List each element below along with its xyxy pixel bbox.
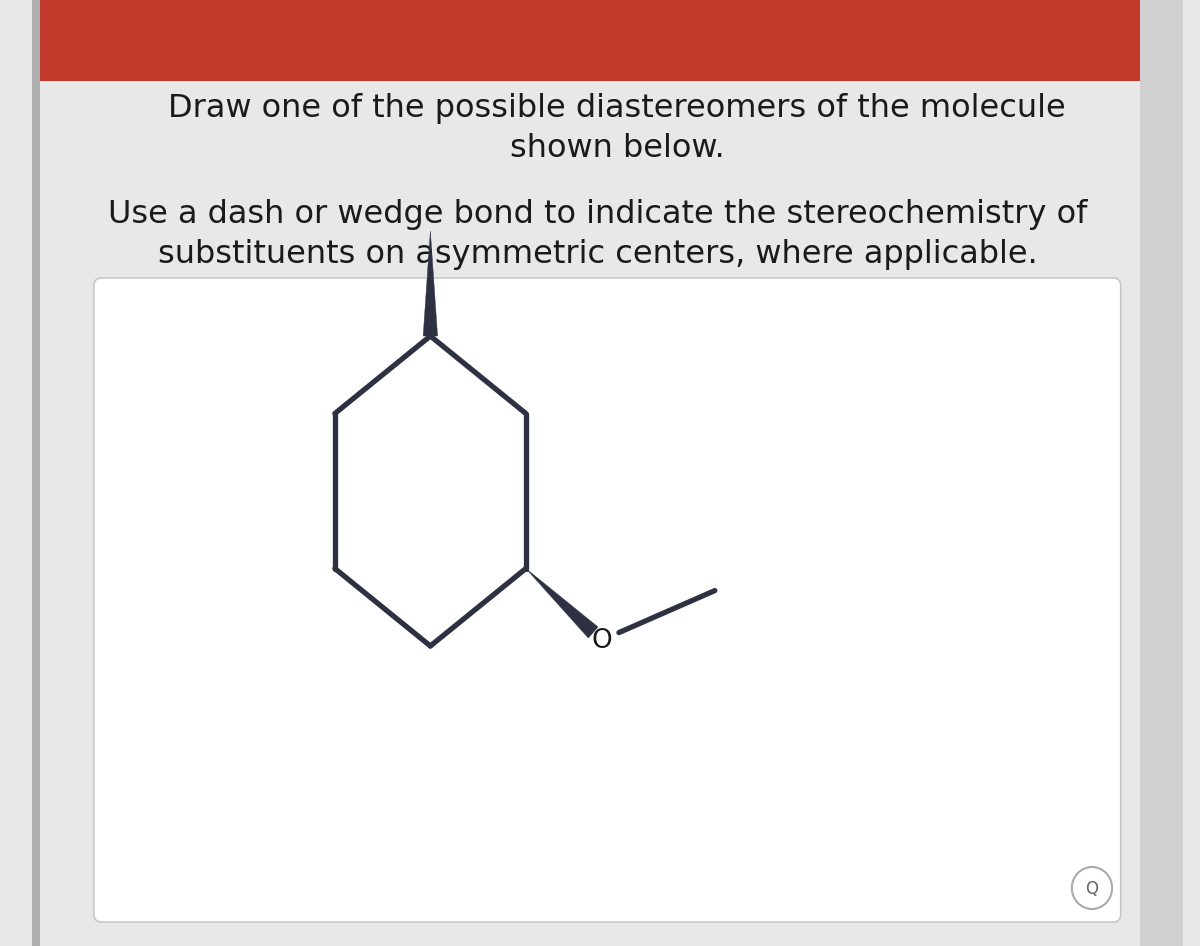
Polygon shape — [424, 231, 438, 336]
Text: substituents on asymmetric centers, where applicable.: substituents on asymmetric centers, wher… — [158, 238, 1038, 270]
FancyBboxPatch shape — [32, 0, 40, 946]
Circle shape — [1072, 867, 1112, 909]
Text: Draw one of the possible diastereomers of the molecule: Draw one of the possible diastereomers o… — [168, 93, 1067, 124]
Polygon shape — [526, 569, 598, 638]
FancyBboxPatch shape — [1140, 0, 1183, 946]
Text: O: O — [592, 627, 612, 654]
FancyBboxPatch shape — [94, 278, 1121, 922]
Text: Q: Q — [1086, 880, 1098, 898]
Text: Use a dash or wedge bond to indicate the stereochemistry of: Use a dash or wedge bond to indicate the… — [108, 199, 1088, 230]
FancyBboxPatch shape — [32, 0, 1183, 81]
Text: shown below.: shown below. — [510, 132, 725, 164]
